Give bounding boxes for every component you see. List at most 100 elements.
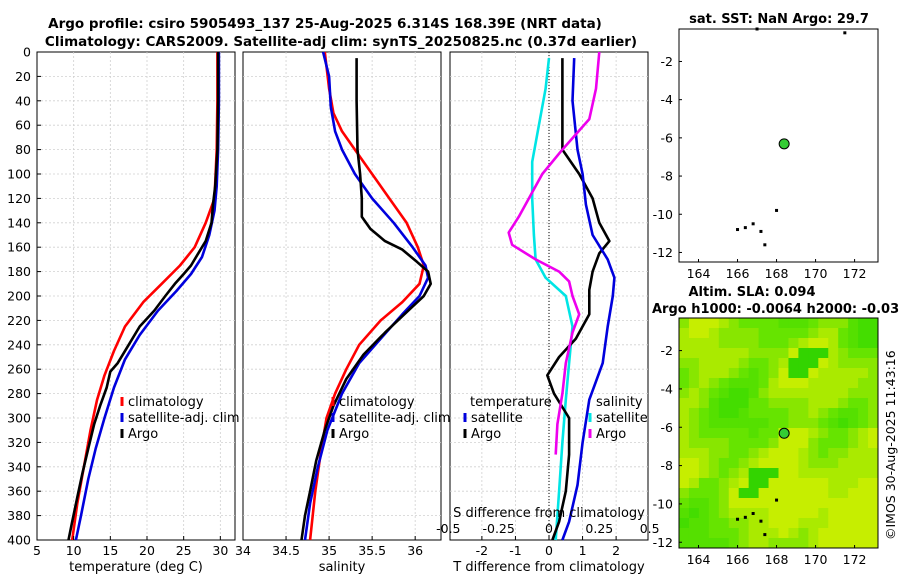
sla-cell <box>728 458 740 469</box>
sst-map-frame <box>678 28 879 263</box>
sla-cell <box>798 458 809 469</box>
sla-cell <box>828 538 839 549</box>
sla-cell <box>868 348 879 359</box>
sla-cell <box>798 518 809 529</box>
depth-tick-label: 180 <box>7 264 31 279</box>
sla-cell <box>679 508 690 519</box>
depth-tick-label: 100 <box>7 167 31 182</box>
sla-cell <box>828 478 839 489</box>
sla-cell <box>758 408 770 419</box>
sla-cell <box>848 528 859 539</box>
s-difference-label: S difference from climatology <box>453 506 645 521</box>
sla-cell <box>848 498 859 509</box>
sla-cell <box>798 478 809 489</box>
sla-cell <box>828 458 839 469</box>
depth-tick-label: 400 <box>7 533 31 548</box>
sla-cell <box>838 478 849 489</box>
x-tick-label: 20 <box>139 543 155 558</box>
sla-cell <box>728 328 740 339</box>
sla-cell <box>848 388 859 399</box>
sla-cell <box>738 498 750 509</box>
sla-cell <box>808 508 819 519</box>
sla-cell <box>828 368 839 379</box>
sla-cell <box>679 478 690 489</box>
sla-cell <box>728 478 740 489</box>
sla-cell <box>868 338 879 349</box>
imos-timestamp-stamp: ©IMOS 30-Aug-2025 11:43:16 <box>883 350 898 540</box>
series-line-climatology <box>308 51 426 541</box>
sst-map-title: sat. SST: NaN Argo: 29.7 <box>689 12 869 27</box>
sla-cell <box>808 488 819 499</box>
sla-cell <box>728 418 740 429</box>
sla-cell <box>778 388 789 399</box>
sla-cell <box>788 508 799 519</box>
map-x-tick-label: 166 <box>726 266 750 281</box>
sla-cell <box>688 518 700 529</box>
sla-cell <box>718 388 730 399</box>
sla-cell <box>718 338 730 349</box>
sla-cell <box>818 328 829 339</box>
sla-cell <box>748 498 760 509</box>
sla-cell <box>728 488 740 499</box>
sla-cell <box>808 408 819 419</box>
sla-cell <box>708 458 720 469</box>
sla-cell <box>778 378 789 389</box>
x-tick-label: -1 <box>509 543 521 558</box>
sla-cell <box>788 428 799 439</box>
sla-cell <box>868 438 879 449</box>
sla-cell <box>728 518 740 529</box>
sla-cell <box>788 418 799 429</box>
sst-map-ticks: 164 166 168 170 172 -2 -4 -6 -8 -10 -12 <box>653 54 867 281</box>
island-dot <box>736 517 740 521</box>
map-x-tick-label: 172 <box>843 266 867 281</box>
sla-cell <box>718 348 730 359</box>
sla-cell <box>848 338 859 349</box>
sla-cell <box>848 538 859 549</box>
sla-cell <box>748 328 760 339</box>
sla-cell <box>788 528 799 539</box>
sla-cell <box>768 528 779 539</box>
sla-cell <box>868 448 879 459</box>
sla-cell <box>818 338 829 349</box>
sla-cell <box>778 368 789 379</box>
sla-cell <box>868 498 879 509</box>
sla-cell <box>768 378 779 389</box>
sla-cell <box>868 488 879 499</box>
sla-cell <box>798 328 809 339</box>
sla-cell <box>798 348 809 359</box>
sla-cell <box>748 368 760 379</box>
sla-cell <box>688 428 700 439</box>
sla-cell <box>868 388 879 399</box>
sla-cell <box>808 328 819 339</box>
sla-cell <box>718 538 730 549</box>
sla-cell <box>718 458 730 469</box>
sla-cell <box>768 418 779 429</box>
sla-cell <box>798 388 809 399</box>
difference-grid <box>450 52 648 540</box>
difference-legend: temperature satellite Argo salinity sate… <box>463 395 648 442</box>
sla-cell <box>738 378 750 389</box>
sla-cell <box>698 468 710 479</box>
sla-map-islands <box>736 498 779 537</box>
temperature-legend: climatology satellite-adj. clim Argo <box>120 395 240 442</box>
sla-cell <box>768 538 779 549</box>
sla-cell <box>838 448 849 459</box>
sla-cell <box>818 508 829 519</box>
map-y-tick-label: -4 <box>661 381 674 396</box>
sla-cell <box>798 408 809 419</box>
depth-tick-label: 380 <box>7 508 31 523</box>
sla-cell <box>688 328 700 339</box>
sla-cell <box>698 508 710 519</box>
sla-cell <box>838 538 849 549</box>
sla-cell <box>698 448 710 459</box>
sla-cell <box>748 348 760 359</box>
sla-heatmap-field <box>679 318 879 549</box>
sla-cell <box>788 518 799 529</box>
sal-legend-argo-label: Argo <box>339 427 369 442</box>
sla-cell <box>688 318 700 329</box>
sla-cell <box>698 378 710 389</box>
sla-cell <box>808 498 819 509</box>
sla-cell <box>848 318 859 329</box>
sla-cell <box>768 408 779 419</box>
sla-cell <box>838 468 849 479</box>
